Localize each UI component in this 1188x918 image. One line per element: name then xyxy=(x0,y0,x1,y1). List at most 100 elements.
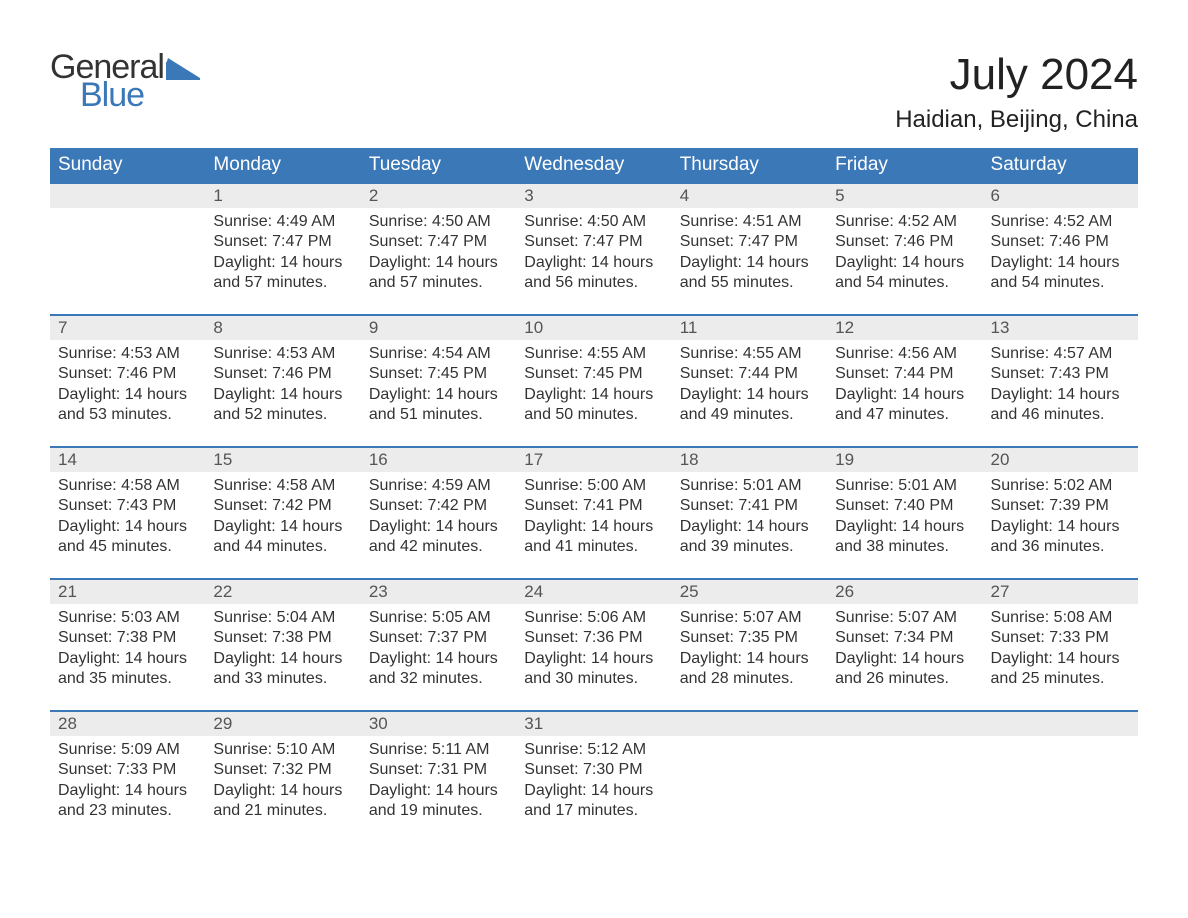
day-body: Sunrise: 5:06 AMSunset: 7:36 PMDaylight:… xyxy=(516,604,671,698)
d2-text: and 45 minutes. xyxy=(58,537,197,557)
d2-text: and 30 minutes. xyxy=(524,669,663,689)
sunrise-text: Sunrise: 4:50 AM xyxy=(524,212,663,232)
day-body: Sunrise: 4:51 AMSunset: 7:47 PMDaylight:… xyxy=(672,208,827,302)
day-number: 12 xyxy=(827,316,982,340)
sunrise-text: Sunrise: 4:58 AM xyxy=(58,476,197,496)
d2-text: and 17 minutes. xyxy=(524,801,663,821)
day-body: Sunrise: 4:59 AMSunset: 7:42 PMDaylight:… xyxy=(361,472,516,566)
d1-text: Daylight: 14 hours xyxy=(213,649,352,669)
sunset-text: Sunset: 7:38 PM xyxy=(58,628,197,648)
d1-text: Daylight: 14 hours xyxy=(680,517,819,537)
weeks-container: 1Sunrise: 4:49 AMSunset: 7:47 PMDaylight… xyxy=(50,182,1138,842)
day-body: Sunrise: 4:53 AMSunset: 7:46 PMDaylight:… xyxy=(50,340,205,434)
sunset-text: Sunset: 7:47 PM xyxy=(524,232,663,252)
weekday-header: Tuesday xyxy=(361,148,516,182)
day-cell: 23Sunrise: 5:05 AMSunset: 7:37 PMDayligh… xyxy=(361,580,516,710)
sunrise-text: Sunrise: 4:50 AM xyxy=(369,212,508,232)
sunrise-text: Sunrise: 4:58 AM xyxy=(213,476,352,496)
sunrise-text: Sunrise: 4:56 AM xyxy=(835,344,974,364)
weekday-header: Sunday xyxy=(50,148,205,182)
sunrise-text: Sunrise: 5:10 AM xyxy=(213,740,352,760)
sunrise-text: Sunrise: 5:02 AM xyxy=(991,476,1130,496)
day-cell: 9Sunrise: 4:54 AMSunset: 7:45 PMDaylight… xyxy=(361,316,516,446)
day-cell: 26Sunrise: 5:07 AMSunset: 7:34 PMDayligh… xyxy=(827,580,982,710)
day-body: Sunrise: 5:01 AMSunset: 7:40 PMDaylight:… xyxy=(827,472,982,566)
day-number: 19 xyxy=(827,448,982,472)
day-body: Sunrise: 5:05 AMSunset: 7:37 PMDaylight:… xyxy=(361,604,516,698)
sunset-text: Sunset: 7:42 PM xyxy=(213,496,352,516)
sunrise-text: Sunrise: 4:54 AM xyxy=(369,344,508,364)
d1-text: Daylight: 14 hours xyxy=(524,385,663,405)
d1-text: Daylight: 14 hours xyxy=(213,385,352,405)
logo: General Blue xyxy=(50,50,200,112)
day-body: Sunrise: 5:07 AMSunset: 7:35 PMDaylight:… xyxy=(672,604,827,698)
day-cell xyxy=(983,712,1138,842)
day-body xyxy=(50,208,205,220)
sunset-text: Sunset: 7:33 PM xyxy=(991,628,1130,648)
sunset-text: Sunset: 7:47 PM xyxy=(213,232,352,252)
day-number: 17 xyxy=(516,448,671,472)
week-row: 1Sunrise: 4:49 AMSunset: 7:47 PMDaylight… xyxy=(50,182,1138,314)
day-cell: 31Sunrise: 5:12 AMSunset: 7:30 PMDayligh… xyxy=(516,712,671,842)
sunset-text: Sunset: 7:32 PM xyxy=(213,760,352,780)
day-cell: 22Sunrise: 5:04 AMSunset: 7:38 PMDayligh… xyxy=(205,580,360,710)
sunrise-text: Sunrise: 5:12 AM xyxy=(524,740,663,760)
weekday-header: Thursday xyxy=(672,148,827,182)
weekday-header-row: Sunday Monday Tuesday Wednesday Thursday… xyxy=(50,148,1138,182)
day-number: 24 xyxy=(516,580,671,604)
d2-text: and 35 minutes. xyxy=(58,669,197,689)
sunrise-text: Sunrise: 4:55 AM xyxy=(524,344,663,364)
flag-icon xyxy=(166,58,200,80)
header: General Blue July 2024 Haidian, Beijing,… xyxy=(50,50,1138,134)
day-number: 31 xyxy=(516,712,671,736)
day-number: 13 xyxy=(983,316,1138,340)
day-body xyxy=(827,736,982,748)
d2-text: and 47 minutes. xyxy=(835,405,974,425)
d2-text: and 39 minutes. xyxy=(680,537,819,557)
day-body: Sunrise: 5:11 AMSunset: 7:31 PMDaylight:… xyxy=(361,736,516,830)
day-body: Sunrise: 5:01 AMSunset: 7:41 PMDaylight:… xyxy=(672,472,827,566)
sunset-text: Sunset: 7:34 PM xyxy=(835,628,974,648)
day-body: Sunrise: 5:10 AMSunset: 7:32 PMDaylight:… xyxy=(205,736,360,830)
day-number: 11 xyxy=(672,316,827,340)
d2-text: and 57 minutes. xyxy=(213,273,352,293)
d1-text: Daylight: 14 hours xyxy=(991,649,1130,669)
day-number: 28 xyxy=(50,712,205,736)
d2-text: and 55 minutes. xyxy=(680,273,819,293)
d1-text: Daylight: 14 hours xyxy=(524,649,663,669)
d1-text: Daylight: 14 hours xyxy=(213,253,352,273)
day-cell: 12Sunrise: 4:56 AMSunset: 7:44 PMDayligh… xyxy=(827,316,982,446)
sunrise-text: Sunrise: 5:07 AM xyxy=(835,608,974,628)
day-cell: 24Sunrise: 5:06 AMSunset: 7:36 PMDayligh… xyxy=(516,580,671,710)
day-cell: 18Sunrise: 5:01 AMSunset: 7:41 PMDayligh… xyxy=(672,448,827,578)
day-cell: 1Sunrise: 4:49 AMSunset: 7:47 PMDaylight… xyxy=(205,184,360,314)
d2-text: and 51 minutes. xyxy=(369,405,508,425)
calendar: Sunday Monday Tuesday Wednesday Thursday… xyxy=(50,148,1138,842)
day-body: Sunrise: 5:07 AMSunset: 7:34 PMDaylight:… xyxy=(827,604,982,698)
day-number: 7 xyxy=(50,316,205,340)
d2-text: and 36 minutes. xyxy=(991,537,1130,557)
sunset-text: Sunset: 7:45 PM xyxy=(369,364,508,384)
day-number: 4 xyxy=(672,184,827,208)
week-row: 28Sunrise: 5:09 AMSunset: 7:33 PMDayligh… xyxy=(50,710,1138,842)
day-body: Sunrise: 4:54 AMSunset: 7:45 PMDaylight:… xyxy=(361,340,516,434)
d1-text: Daylight: 14 hours xyxy=(58,649,197,669)
day-body: Sunrise: 4:50 AMSunset: 7:47 PMDaylight:… xyxy=(361,208,516,302)
d1-text: Daylight: 14 hours xyxy=(213,781,352,801)
day-number: 1 xyxy=(205,184,360,208)
day-number: 23 xyxy=(361,580,516,604)
day-cell: 30Sunrise: 5:11 AMSunset: 7:31 PMDayligh… xyxy=(361,712,516,842)
sunset-text: Sunset: 7:46 PM xyxy=(835,232,974,252)
day-body: Sunrise: 5:08 AMSunset: 7:33 PMDaylight:… xyxy=(983,604,1138,698)
d2-text: and 49 minutes. xyxy=(680,405,819,425)
sunrise-text: Sunrise: 5:04 AM xyxy=(213,608,352,628)
day-number xyxy=(827,712,982,736)
day-number: 18 xyxy=(672,448,827,472)
sunset-text: Sunset: 7:47 PM xyxy=(680,232,819,252)
sunrise-text: Sunrise: 5:03 AM xyxy=(58,608,197,628)
day-number: 14 xyxy=(50,448,205,472)
day-body: Sunrise: 4:58 AMSunset: 7:42 PMDaylight:… xyxy=(205,472,360,566)
day-body xyxy=(983,736,1138,748)
day-number: 26 xyxy=(827,580,982,604)
sunset-text: Sunset: 7:46 PM xyxy=(991,232,1130,252)
